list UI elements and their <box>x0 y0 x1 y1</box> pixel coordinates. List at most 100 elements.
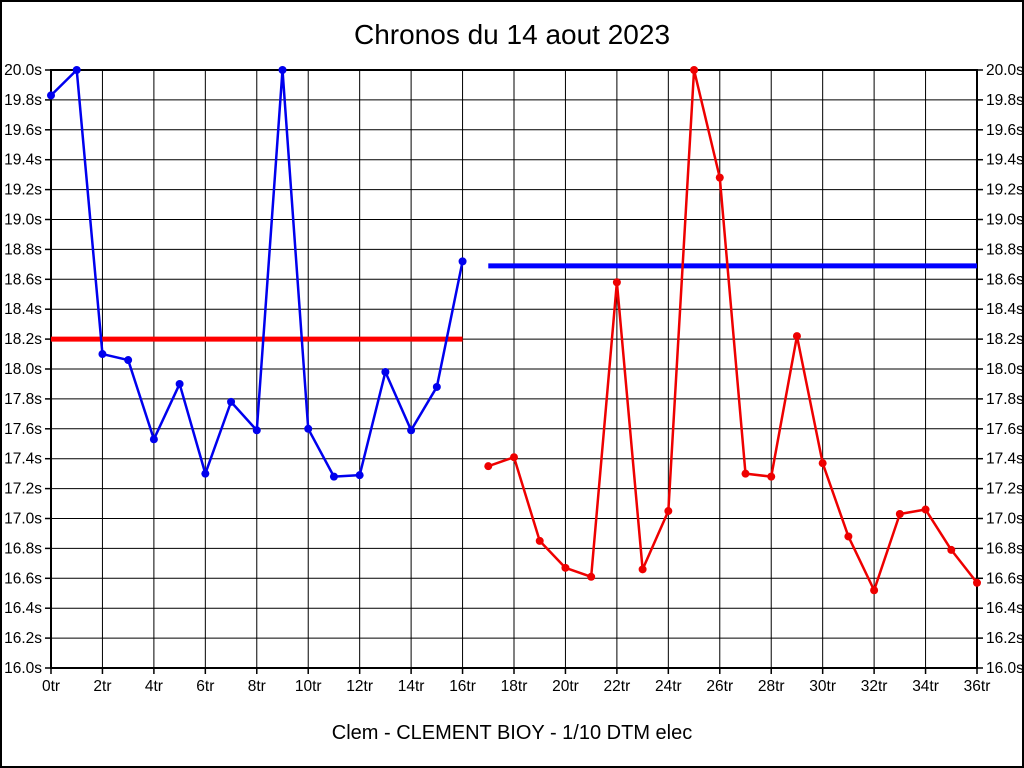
y-axis-label-right: 17.8s <box>986 391 1024 408</box>
x-axis-label: 12tr <box>346 678 373 695</box>
run-1-blue-point <box>278 66 287 74</box>
run-1-blue-point <box>227 397 236 406</box>
y-axis-label-right: 16.8s <box>986 540 1024 557</box>
run-1-blue-point <box>458 257 467 266</box>
y-axis-label-right: 16.0s <box>986 660 1024 677</box>
run-1-blue-point <box>201 469 210 478</box>
run-2-red-point <box>561 563 570 572</box>
y-axis-label-right: 16.4s <box>986 600 1024 617</box>
x-axis-label: 32tr <box>861 678 888 695</box>
y-axis-label-left: 16.4s <box>4 600 42 617</box>
run-2-red-point <box>510 453 518 462</box>
run-2-red-point <box>587 572 596 581</box>
run-2-red-point <box>792 332 801 341</box>
x-axis-label: 4tr <box>145 678 163 695</box>
x-axis-label: 20tr <box>552 678 579 695</box>
run-2-red-point <box>638 565 647 574</box>
run-2-red-point <box>535 536 544 545</box>
run-2-red-point <box>664 507 673 516</box>
y-axis-label-left: 19.4s <box>4 152 42 169</box>
y-axis-label-right: 19.8s <box>986 92 1024 109</box>
y-axis-label-right: 17.2s <box>986 481 1024 498</box>
run-2-red-point <box>484 462 493 471</box>
y-axis-label-left: 16.0s <box>4 660 42 677</box>
run-2-red-point <box>741 469 750 478</box>
run-2-red-point <box>844 532 853 541</box>
y-axis-label-right: 18.8s <box>986 241 1024 258</box>
y-axis-label-right: 18.6s <box>986 271 1024 288</box>
run-2-red-point <box>870 586 879 595</box>
run-1-blue-point <box>252 426 261 435</box>
y-axis-label-right: 16.2s <box>986 630 1024 647</box>
x-axis-label: 18tr <box>501 678 528 695</box>
y-axis-label-right: 16.6s <box>986 570 1024 587</box>
x-axis-label: 26tr <box>706 678 733 695</box>
y-axis-label-left: 18.4s <box>4 301 42 318</box>
y-axis-label-right: 17.6s <box>986 421 1024 438</box>
run-2-red-point <box>715 173 724 182</box>
run-2-red-point <box>921 505 930 514</box>
run-2-red-line <box>487 68 978 592</box>
run-1-blue-point <box>329 472 338 481</box>
chart-title: Chronos du 14 aout 2023 <box>353 19 671 50</box>
run-2-red-point <box>767 472 776 481</box>
run-2-red-point <box>973 578 981 587</box>
x-axis-label: 6tr <box>196 678 214 695</box>
y-axis-label-right: 20.0s <box>986 62 1024 79</box>
run-1-blue-point <box>381 367 390 376</box>
run-1-blue-point <box>432 382 441 391</box>
y-axis-label-left: 19.2s <box>4 182 42 199</box>
run-2-red-point <box>947 545 956 554</box>
y-axis-label-left: 16.2s <box>4 630 42 647</box>
run-1-blue-point <box>149 435 158 444</box>
y-axis-label-left: 16.6s <box>4 570 42 587</box>
run-1-blue-point <box>355 471 364 480</box>
chart-caption: Clem - CLEMENT BIOY - 1/10 DTM elec <box>331 722 693 744</box>
x-axis-label: 16tr <box>449 678 476 695</box>
y-axis-label-left: 18.6s <box>4 271 42 288</box>
run-2-red-point <box>895 510 904 519</box>
y-axis-label-left: 19.0s <box>4 212 42 229</box>
x-axis-label: 10tr <box>295 678 322 695</box>
y-axis-label-left: 17.4s <box>4 451 42 468</box>
y-axis-label-right: 18.2s <box>986 331 1024 348</box>
y-axis-label-right: 18.4s <box>986 301 1024 318</box>
x-axis-label: 2tr <box>93 678 111 695</box>
x-axis-label: 14tr <box>398 678 425 695</box>
x-axis-label: 24tr <box>655 678 682 695</box>
run-1-blue-point <box>124 356 133 365</box>
y-axis-label-left: 18.2s <box>4 331 42 348</box>
y-axis-label-right: 18.0s <box>986 361 1024 378</box>
x-axis-label: 30tr <box>809 678 836 695</box>
run-2-red-point <box>818 459 827 468</box>
y-axis-label-left: 20.0s <box>4 62 42 79</box>
x-axis-label: 22tr <box>604 678 631 695</box>
run-1-blue-point <box>407 426 416 435</box>
y-axis-label-left: 19.8s <box>4 92 42 109</box>
y-axis-label-left: 16.8s <box>4 540 42 557</box>
plot-border <box>50 69 978 669</box>
run-1-blue-point <box>72 66 81 74</box>
y-axis-label-left: 18.8s <box>4 241 42 258</box>
x-axis-label: 34tr <box>912 678 939 695</box>
y-axis-label-left: 19.6s <box>4 122 42 139</box>
y-axis-label-right: 19.4s <box>986 152 1024 169</box>
x-axis-label: 36tr <box>964 678 991 695</box>
x-axis-label: 28tr <box>758 678 785 695</box>
run-2-red-point <box>612 278 621 287</box>
x-axis-label: 0tr <box>42 678 60 695</box>
y-axis-label-left: 17.8s <box>4 391 42 408</box>
y-axis-label-right: 19.0s <box>986 212 1024 229</box>
run-1-blue-point <box>47 91 55 100</box>
run-1-blue-point <box>98 350 107 359</box>
run-2-red-point <box>690 66 699 74</box>
y-axis-label-right: 17.0s <box>986 511 1024 528</box>
y-axis-label-right: 19.2s <box>986 182 1024 199</box>
run-1-blue-point <box>304 424 313 433</box>
y-axis-label-left: 17.6s <box>4 421 42 438</box>
y-axis-label-left: 17.0s <box>4 511 42 528</box>
y-axis-label-left: 18.0s <box>4 361 42 378</box>
y-axis-label-left: 17.2s <box>4 481 42 498</box>
